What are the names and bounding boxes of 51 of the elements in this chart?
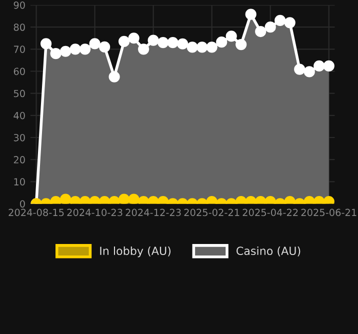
- y-tick-label: 90: [14, 1, 25, 9]
- point: [158, 36, 169, 48]
- point: [255, 26, 266, 38]
- y-tick-label: 50: [14, 90, 25, 98]
- point: [294, 64, 306, 75]
- y-tick-label: 60: [14, 68, 25, 76]
- y-tick-label: 40: [14, 112, 25, 120]
- y-tick-label: 20: [14, 156, 25, 164]
- point: [50, 48, 62, 60]
- point: [128, 32, 140, 44]
- point: [323, 60, 334, 72]
- point: [40, 38, 52, 50]
- x-tick-label: 2024-10-23: [67, 208, 122, 216]
- point: [245, 8, 256, 20]
- point: [148, 34, 159, 46]
- x-tick-label: 2025-02-21: [184, 208, 240, 216]
- y-tick-label: 30: [14, 134, 25, 142]
- point: [89, 38, 100, 50]
- point: [206, 42, 218, 53]
- x-tick-label: 2024-08-15: [8, 208, 64, 216]
- x-tick-label: 2025-04-22: [242, 208, 298, 216]
- y-tick-label: 80: [14, 24, 25, 31]
- point: [138, 44, 150, 55]
- point: [216, 36, 228, 48]
- point: [196, 42, 208, 53]
- point: [118, 194, 130, 204]
- point: [284, 17, 296, 28]
- point: [236, 38, 247, 50]
- point: [177, 38, 188, 50]
- legend-label: Casino (AU): [236, 246, 300, 256]
- y-tick-label: 70: [14, 46, 25, 54]
- point: [264, 22, 276, 33]
- y-tick-label: 10: [14, 178, 25, 186]
- x-tick-label: 2024-12-23: [126, 208, 181, 216]
- point: [167, 36, 178, 48]
- legend-label: In lobby (AU): [100, 246, 170, 258]
- point: [108, 71, 120, 82]
- y-tick-label: 0: [20, 200, 25, 208]
- x-tick-label: 2025-06-21: [301, 208, 356, 216]
- point: [79, 44, 91, 55]
- point: [128, 194, 140, 204]
- point: [99, 41, 110, 53]
- point: [60, 194, 72, 204]
- point: [60, 46, 72, 57]
- point: [274, 14, 286, 26]
- point: [118, 36, 130, 47]
- point: [226, 30, 237, 42]
- point: [70, 44, 81, 55]
- point: [186, 42, 198, 53]
- point: [314, 60, 325, 72]
- point: [304, 66, 315, 78]
